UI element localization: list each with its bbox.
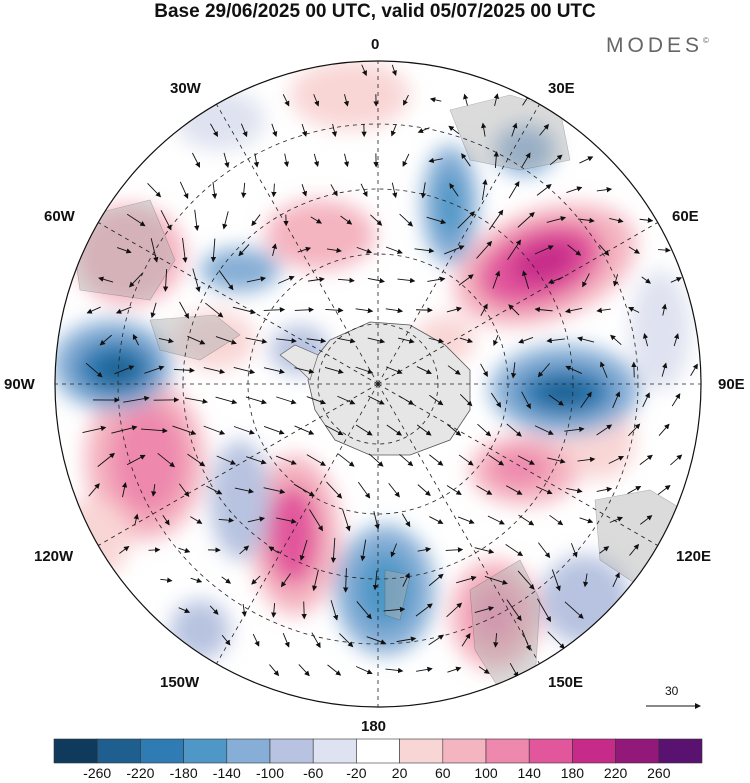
colorbar-tick-label: 60 (435, 765, 451, 781)
colorbar-swatch (572, 738, 616, 764)
colorbar-swatch (53, 738, 98, 764)
colorbar-tick-label: 180 (560, 765, 585, 781)
colorbar-swatch (485, 738, 530, 764)
colorbar-tick-label: 260 (647, 765, 671, 781)
modes-logo: MODES© (606, 34, 709, 58)
colorbar (53, 738, 703, 764)
wind-vectors (82, 64, 698, 678)
colorbar-swatch (96, 738, 141, 764)
label-0: 0 (371, 36, 380, 53)
colorbar-swatch (269, 738, 314, 764)
colorbar-tick-label: -220 (126, 765, 155, 781)
label-180: 180 (361, 718, 387, 735)
colorbar-tick-label: 220 (603, 765, 628, 781)
label-90e: 90E (718, 376, 745, 393)
colorbar-tick-label: -260 (83, 765, 112, 781)
colorbar-tick-label: -180 (169, 765, 198, 781)
label-150w: 150W (160, 674, 200, 691)
colorbar-swatch (183, 738, 228, 764)
brand-name: MODES (606, 34, 704, 57)
label-150e: 150E (548, 674, 584, 691)
colorbar-swatch (399, 738, 444, 764)
page-title: Base 29/06/2025 00 UTC, valid 05/07/2025… (154, 1, 596, 22)
label-90w: 90W (4, 376, 35, 393)
colorbar-tick-label: 20 (391, 765, 408, 781)
colorbar-tick-label: 140 (517, 765, 541, 781)
colorbar-tick-label: -20 (346, 765, 367, 781)
colorbar-swatch (140, 738, 184, 764)
label-30w: 30W (170, 80, 201, 97)
colorbar-swatch (658, 738, 703, 764)
label-60e: 60E (672, 208, 699, 225)
brand-mark: © (703, 36, 709, 45)
colorbar-tick-label: -140 (212, 765, 241, 781)
label-120w: 120W (34, 548, 74, 565)
polar-map (54, 60, 702, 709)
map-boundary (54, 60, 702, 708)
label-60w: 60W (44, 208, 75, 225)
antarctica-land (307, 321, 471, 456)
colorbar-tick-label: -100 (255, 765, 285, 781)
colorbar-swatch (442, 738, 487, 764)
colorbar-swatch (312, 738, 357, 764)
label-120e: 120E (676, 548, 712, 565)
colorbar-swatch (356, 738, 400, 764)
colorbar-swatch (226, 738, 271, 764)
colorbar-tick-label: 100 (474, 765, 498, 781)
reference-vector-label: 30 (665, 684, 679, 698)
colorbar-swatch (615, 738, 660, 764)
colorbar-tick-label: -60 (303, 765, 324, 781)
label-30e: 30E (548, 80, 575, 97)
colorbar-swatch (528, 738, 573, 764)
